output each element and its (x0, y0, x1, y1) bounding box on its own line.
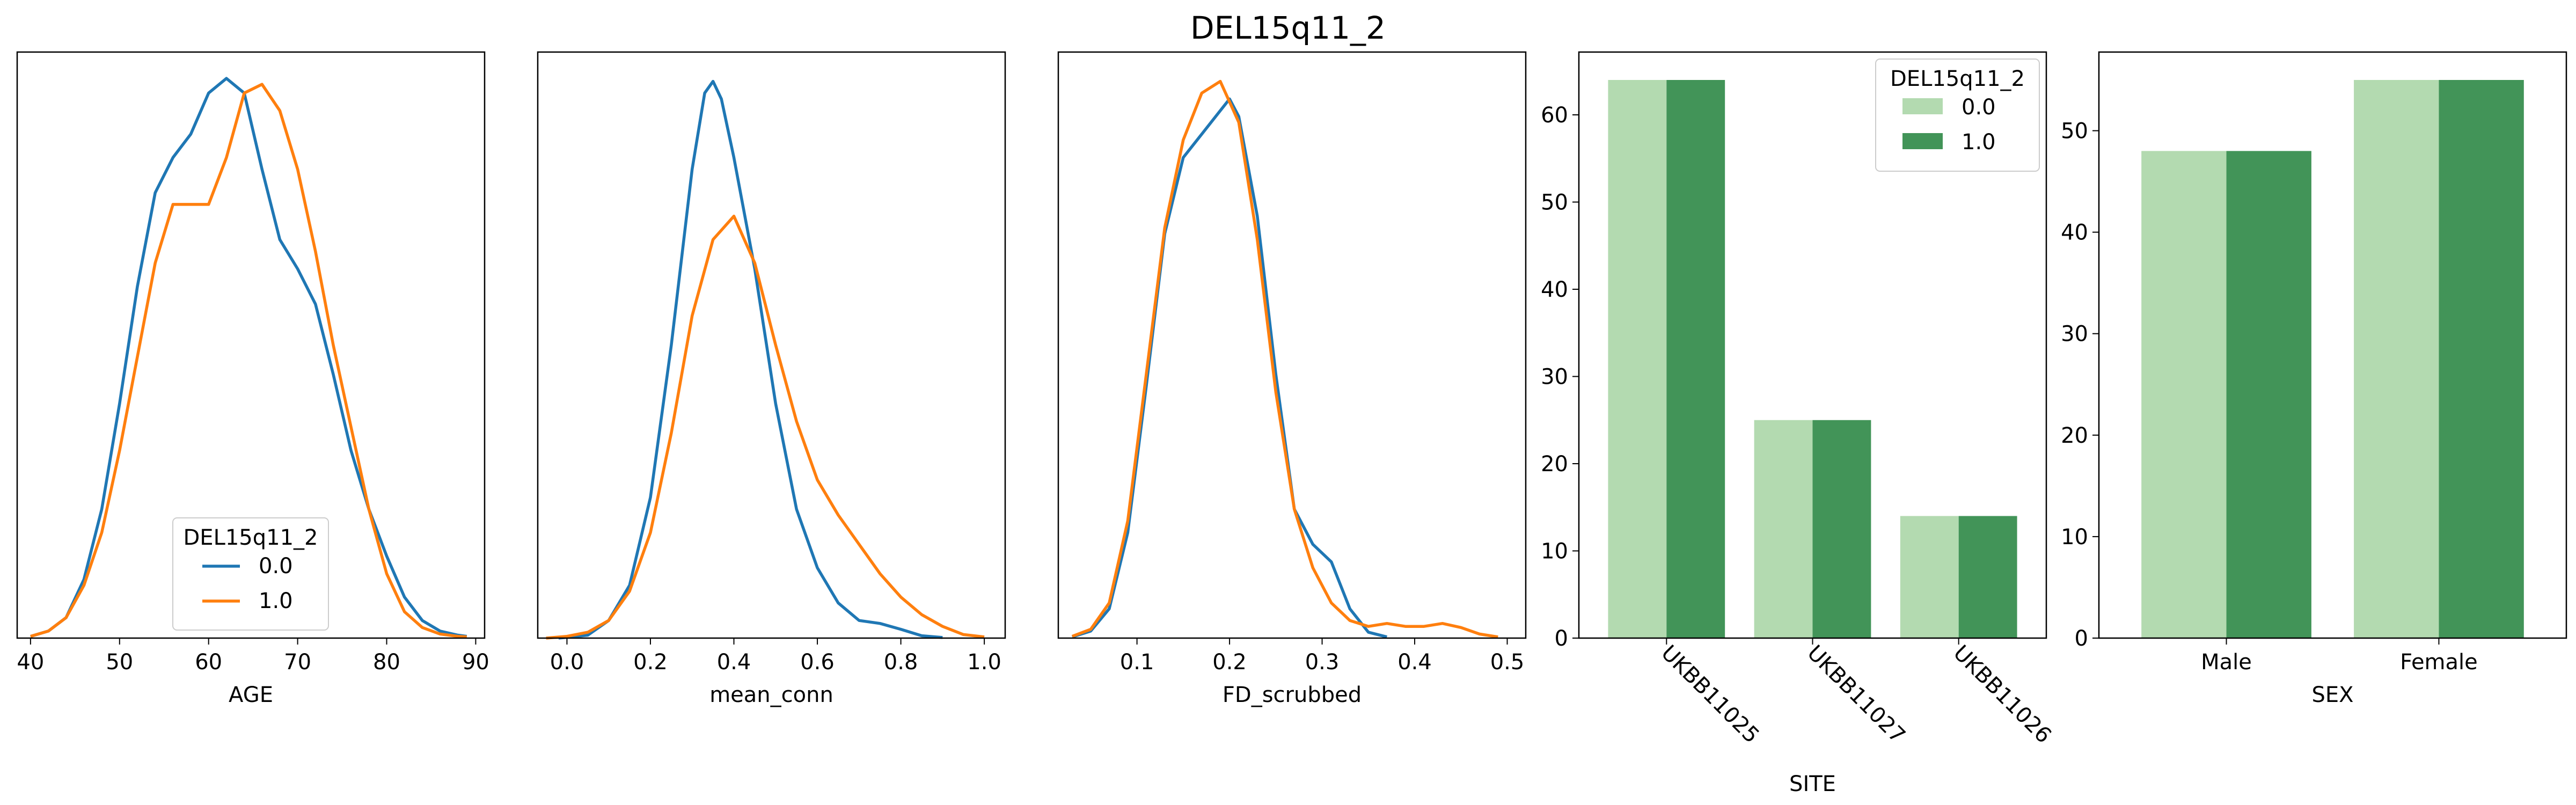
figure-title: DEL15q11_2 (1190, 10, 1386, 46)
x-axis-label: FD_scrubbed (1223, 683, 1362, 707)
x-tick-label: 0.5 (1490, 650, 1525, 675)
x-tick-label: 0.3 (1305, 650, 1340, 675)
chart-panel-3: 0.1 0.2 0.3 0.4 0.5 FD_scrubbed (1057, 51, 1527, 707)
y-tick-label: 40 (1541, 277, 1568, 302)
legend: DEL15q11_2 0.0 1.0 (1875, 58, 2040, 172)
legend-label: 0.0 (259, 554, 293, 579)
legend-title: DEL15q11_2 (184, 525, 318, 550)
chart-panel-2: 0.0 0.2 0.4 0.6 0.8 1.0 mean_conn (537, 51, 1006, 707)
bar-UKBB11027-1.0 (1812, 420, 1871, 638)
x-tick-label: 0.2 (1212, 650, 1247, 675)
y-tick-label: 30 (1541, 365, 1568, 390)
kde-line-1.0 (546, 215, 985, 640)
chart-panel-1: 40 50 60 70 80 90 AGE DEL15q11_2 0.0 1.0 (16, 51, 489, 707)
x-tick-label: 0.6 (800, 650, 835, 675)
chart-panel-5: 0 10 20 30 40 50 Male Female SEX (2061, 51, 2567, 707)
y-tick-label: 50 (2061, 119, 2088, 144)
legend-label: 0.0 (1962, 95, 1996, 120)
x-tick-label: 0.8 (884, 650, 918, 675)
y-tick-label: 60 (1541, 103, 1568, 128)
legend-label: 1.0 (1962, 130, 1996, 155)
chart-panel-4: 0 10 20 30 40 50 60 UKBB11025 UKBB11027 UKBB11026… (1541, 51, 2057, 796)
legend-title: DEL15q11_2 (1890, 67, 2025, 91)
x-axis-label: mean_conn (709, 683, 833, 707)
x-tick-label: 50 (106, 650, 133, 675)
x-tick-label: 0.2 (633, 650, 668, 675)
bar-UKBB11025-1.0 (1666, 80, 1725, 638)
kde-line-0.0 (558, 79, 943, 640)
x-tick-label: 60 (195, 650, 222, 675)
x-tick-label: UKBB11025 (1656, 641, 1764, 749)
x-tick-label: 0.1 (1120, 650, 1154, 675)
bar-UKBB11027-0.0 (1754, 420, 1813, 638)
x-tick-label: 0.0 (550, 650, 584, 675)
kde-line-1.0 (30, 83, 467, 639)
bar-Male-0.0 (2141, 151, 2227, 638)
bar-UKBB11026-1.0 (1958, 516, 2017, 638)
panels: 40 50 60 70 80 90 AGE DEL15q11_2 0.0 1.0 0.0 0.2 0.4… (16, 51, 2567, 796)
y-tick-label: 20 (1541, 452, 1568, 477)
bar-Female-1.0 (2439, 80, 2524, 638)
y-tick-label: 10 (1541, 539, 1568, 564)
x-tick-label: 1.0 (967, 650, 1001, 675)
legend: DEL15q11_2 0.0 1.0 (172, 517, 329, 631)
legend-label: 1.0 (259, 589, 293, 613)
y-tick-label: 50 (1541, 191, 1568, 215)
axes-frame (1578, 51, 2047, 639)
x-tick-label: 0.4 (717, 650, 751, 675)
axes-frame (2098, 51, 2567, 639)
y-tick-label: 20 (2061, 423, 2088, 448)
y-tick-label: 10 (2061, 525, 2088, 550)
y-tick-label: 0 (2075, 626, 2088, 651)
kde-line-0.0 (30, 77, 467, 638)
axes-frame (16, 51, 486, 639)
x-tick-label: UKBB11026 (1949, 641, 2057, 749)
x-axis-label: AGE (229, 683, 273, 707)
legend-swatch (1902, 98, 1943, 114)
x-axis-label: SITE (1789, 772, 1836, 796)
kde-line-1.0 (1071, 79, 1498, 639)
bar-UKBB11026-0.0 (1900, 516, 1959, 638)
axes-frame (537, 51, 1006, 639)
x-tick-label: 0.4 (1397, 650, 1432, 675)
y-tick-label: 30 (2061, 322, 2088, 347)
y-tick-label: 40 (2061, 221, 2088, 245)
bar-Male-1.0 (2226, 151, 2311, 638)
x-tick-label: Male (2201, 650, 2252, 675)
legend-swatch (1902, 133, 1943, 149)
y-tick-label: 0 (1555, 626, 1568, 651)
x-tick-label: Female (2400, 650, 2478, 675)
x-tick-label: 70 (284, 650, 311, 675)
x-tick-label: 90 (462, 650, 489, 675)
axes-frame (1057, 51, 1527, 639)
bar-Female-0.0 (2354, 80, 2439, 638)
x-tick-label: 80 (373, 650, 400, 675)
x-axis-label: SEX (2311, 683, 2353, 707)
bar-UKBB11025-0.0 (1608, 80, 1667, 638)
x-tick-label: UKBB11027 (1802, 641, 1910, 749)
x-tick-label: 40 (17, 650, 44, 675)
